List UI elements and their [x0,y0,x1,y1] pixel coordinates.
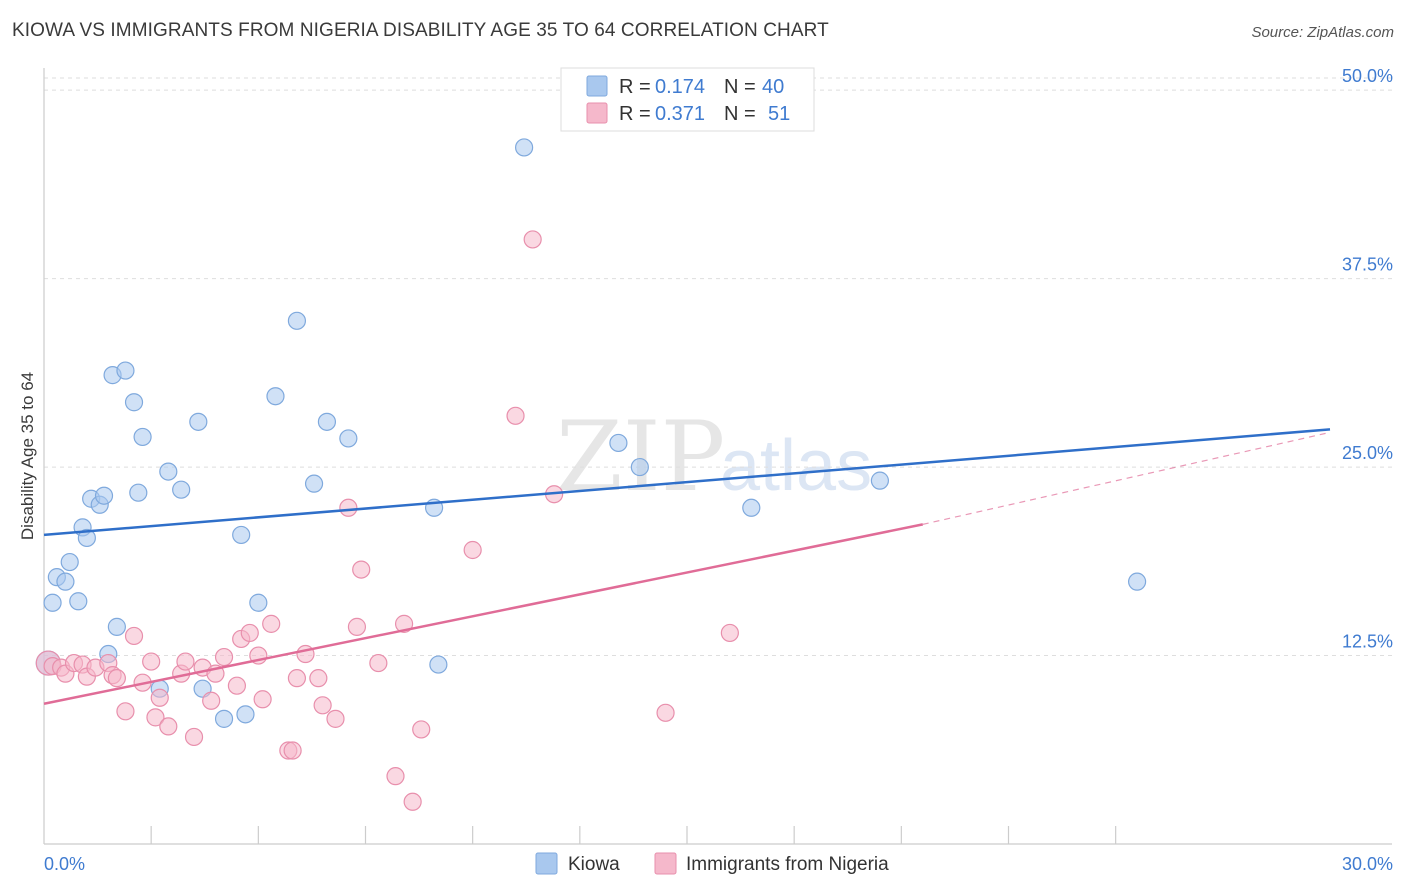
x-tick-label-0: 0.0% [44,854,85,874]
nigeria-point-47 [506,406,525,425]
nigeria-point-36 [313,696,332,715]
nigeria-point-39 [347,617,367,636]
kiowa-point-23 [214,709,234,728]
source-label: Source: ZipAtlas.com [1251,24,1394,41]
y-axis-label: Disability Age 35 to 64 [18,372,37,540]
kiowa-point-39 [1127,572,1147,591]
watermark-zip: ZIP [556,401,725,513]
nigeria-point-44 [403,792,422,811]
kiowa-point-3 [56,572,75,591]
nigeria-point-24 [214,647,234,667]
bottom-legend-nigeria: Immigrants from Nigeria [686,854,889,875]
legend-r-value-kiowa: 0.174 [655,76,705,98]
watermark-atlas: atlas [720,426,872,506]
y-tick-label-2: 37.5% [1342,255,1393,275]
kiowa-point-38 [870,471,890,490]
kiowa-point-29 [304,474,324,493]
bottom-legend-swatch-kiowa [535,852,558,875]
kiowa-point-7 [77,528,96,548]
nigeria-point-10 [107,669,126,688]
kiowa-point-15 [124,393,144,412]
nigeria-point-48 [523,230,542,249]
legend-swatch-kiowa [586,75,608,97]
x-axis-ticks [150,826,1117,844]
nigeria-point-25 [227,676,246,695]
series-legend: Kiowa Immigrants from Nigeria [535,852,889,875]
legend-n-value-kiowa: 40 [762,76,784,98]
y-tick-label-0: 12.5% [1342,632,1393,652]
nigeria-point-16 [150,688,169,707]
nigeria-point-50 [656,703,675,722]
legend-r-value-nigeria: 0.371 [655,103,705,125]
nigeria-point-27 [240,623,259,643]
nigeria-point-35 [309,669,328,688]
nigeria-point-37 [326,709,345,728]
nigeria-point-22 [202,691,221,710]
nigeria-point-14 [142,652,161,671]
kiowa-point-25 [236,705,255,724]
nigeria-trend-extension [922,431,1331,525]
nigeria-point-46 [463,540,482,560]
legend-n-label-kiowa: N = [724,76,756,98]
kiowa-point-10 [94,486,114,505]
kiowa-point-35 [609,433,628,453]
nigeria-point-30 [262,614,281,633]
kiowa-point-34 [515,138,534,157]
kiowa-trend-line [43,428,1331,537]
legend-r-label-nigeria: R = [619,103,651,125]
kiowa-point-36 [630,457,649,477]
chart-title: KIOWA VS IMMIGRANTS FROM NIGERIA DISABIL… [12,20,829,41]
y-tick-label-3: 50.0% [1342,66,1393,86]
nigeria-point-17 [159,717,178,736]
nigeria-point-29 [253,690,272,709]
kiowa-point-14 [116,361,135,380]
nigeria-point-41 [369,653,388,673]
kiowa-point-30 [317,412,337,431]
nigeria-point-32 [283,741,302,760]
nigeria-point-42 [386,767,405,786]
nigeria-point-15 [146,708,165,727]
nigeria-point-40 [352,560,371,579]
nigeria-point-33 [287,669,307,688]
kiowa-point-33 [429,655,448,674]
x-tick-label-30: 30.0% [1342,854,1393,874]
kiowa-point-17 [133,427,152,447]
bottom-legend-kiowa: Kiowa [568,854,620,875]
legend-n-value-nigeria: 51 [768,103,790,125]
nigeria-point-38 [339,498,358,517]
kiowa-point-21 [189,412,208,431]
kiowa-point-28 [287,311,307,330]
kiowa-point-1 [43,593,62,612]
legend-swatch-nigeria [586,102,608,124]
trend-lines [43,428,1331,706]
kiowa-point-20 [172,480,191,499]
kiowa-point-26 [249,593,268,612]
grid-lines [44,77,1392,657]
nigeria-point-51 [720,623,739,643]
kiowa-point-16 [129,483,148,502]
kiowa-point-27 [266,387,285,406]
legend-r-label-kiowa: R = [619,76,651,98]
kiowa-point-19 [159,462,178,481]
kiowa-point-24 [232,525,251,545]
scatter-points [35,138,1147,811]
kiowa-point-5 [69,592,88,611]
kiowa-point-4 [60,552,79,572]
y-tick-label-1: 25.0% [1342,443,1393,463]
bottom-legend-swatch-nigeria [654,852,677,875]
nigeria-point-19 [176,652,195,671]
kiowa-point-37 [742,498,761,517]
legend-n-label-nigeria: N = [724,103,756,125]
nigeria-point-45 [412,720,431,739]
nigeria-point-11 [116,702,135,721]
kiowa-point-31 [339,429,358,448]
kiowa-point-13 [107,617,126,636]
nigeria-point-12 [124,626,144,646]
nigeria-point-20 [184,727,204,747]
y-tick-labels: 12.5% 25.0% 37.5% 50.0% [1342,66,1393,651]
stats-legend: R = 0.174 N = 40 R = 0.371 N = 51 [560,67,815,132]
nigeria-trend-line [43,523,924,706]
